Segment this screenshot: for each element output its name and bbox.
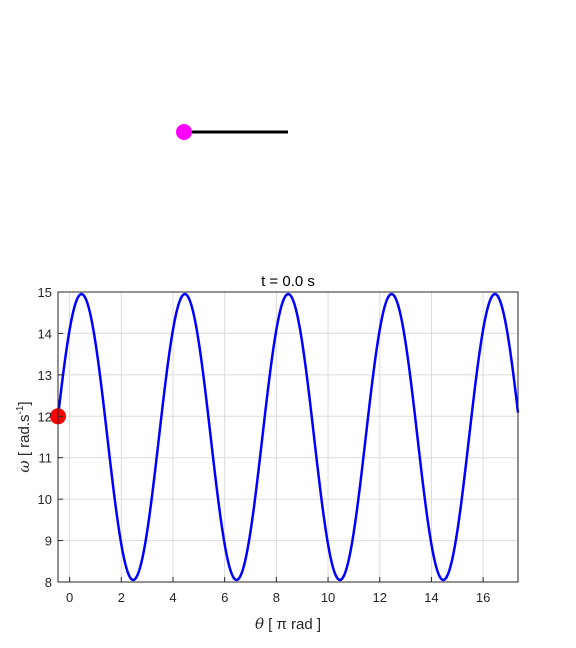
x-tick-label: 12 (373, 590, 387, 605)
y-axis-label: ω [ rad.s-1] (15, 401, 33, 472)
series-line (56, 292, 520, 582)
x-tick-label: 8 (273, 590, 280, 605)
y-tick-label: 8 (45, 575, 52, 590)
y-axis-unit: [ rad.s (16, 414, 33, 460)
x-axis-label: θ [ π rad ] (255, 615, 321, 633)
x-axis-symbol: θ (255, 615, 264, 633)
y-tick-label: 9 (45, 534, 52, 549)
y-tick-label: 15 (38, 285, 52, 300)
x-tick-label: 4 (169, 590, 176, 605)
x-tick-label: 14 (424, 590, 438, 605)
x-tick-label: 10 (321, 590, 335, 605)
title-prefix: t = (261, 273, 282, 290)
plot-title: t = 0.0 s (261, 273, 315, 290)
y-axis-unit-close: ] (16, 401, 33, 405)
plot-area (58, 292, 518, 582)
x-tick-label: 2 (118, 590, 125, 605)
y-tick-label: 12 (38, 409, 52, 424)
time-unit: s (303, 273, 315, 290)
y-tick-label: 14 (38, 326, 52, 341)
x-tick-label: 6 (221, 590, 228, 605)
y-tick-label: 10 (38, 492, 52, 507)
x-tick-label: 16 (476, 590, 490, 605)
pendulum-bob (176, 124, 192, 140)
pendulum-panel (176, 124, 288, 140)
y-axis-unit-exponent: -1 (15, 405, 26, 414)
x-tick-label: 0 (66, 590, 73, 605)
y-axis-ticks: 8 9 10 11 12 13 14 15 (38, 285, 63, 590)
x-axis-ticks: 0 2 4 6 8 10 12 14 16 (66, 577, 490, 605)
y-axis-symbol: ω (15, 460, 33, 472)
y-tick-label: 11 (39, 451, 53, 466)
y-tick-label: 13 (38, 368, 52, 383)
x-axis-unit: [ π rad ] (264, 616, 321, 633)
time-value: 0.0 (282, 273, 303, 290)
plot-box (57, 291, 519, 583)
phase-plot: t = 0.0 s 0 2 4 6 8 10 12 14 16 8 9 10 11 12 13 14 15 θ… (15, 273, 520, 633)
